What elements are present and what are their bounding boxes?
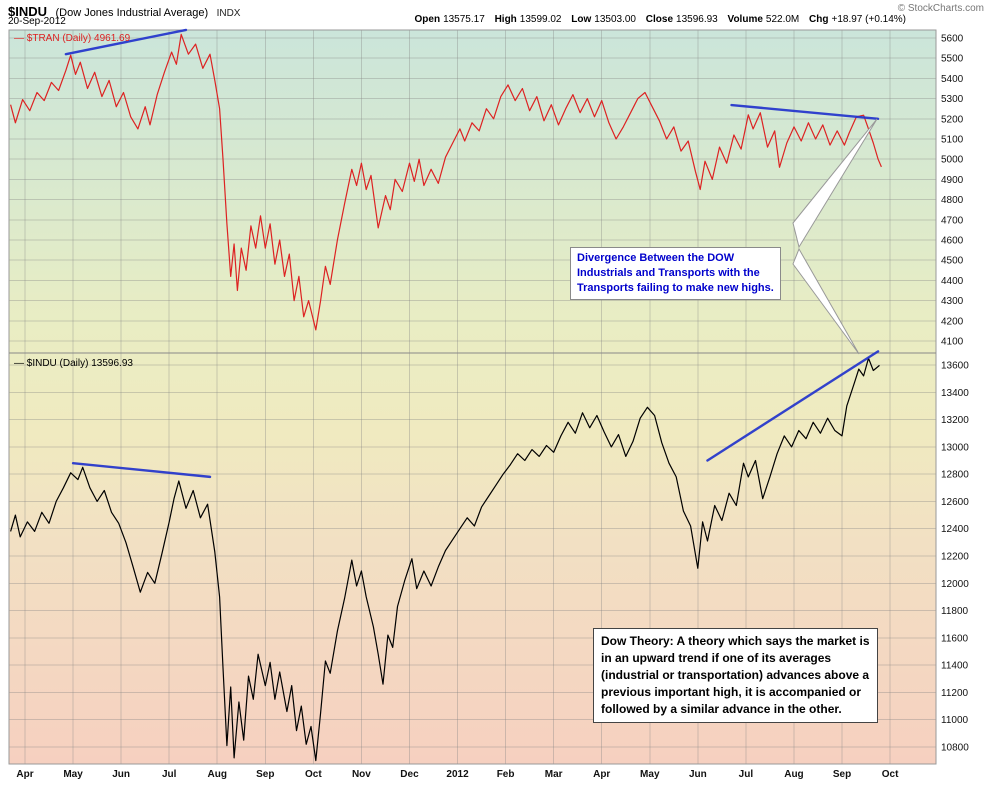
y-tick-label: 5200 (941, 114, 964, 125)
copyright: © StockCharts.com (897, 3, 984, 14)
trendline (64, 28, 188, 56)
note-line: in an upward trend if one of its average… (601, 651, 832, 665)
x-tick-label: 2012 (446, 769, 469, 780)
symbol-title: $INDU (Dow Jones Industrial Average) IND… (8, 3, 240, 21)
y-tick-label: 5000 (941, 155, 964, 166)
quote-label: Open (414, 14, 441, 25)
y-tick-label: 5100 (941, 135, 964, 146)
quote-label: Chg (809, 14, 829, 25)
x-tick-label: Sep (256, 769, 274, 780)
symbol-name: (Dow Jones Industrial Average) (55, 7, 209, 19)
y-tick-label: 12200 (941, 552, 969, 563)
y-tick-label: 12600 (941, 497, 969, 508)
x-tick-label: Nov (352, 769, 371, 780)
y-tick-label: 11800 (941, 606, 969, 617)
y-tick-label: 4500 (941, 256, 964, 267)
y-tick-label: 4400 (941, 276, 964, 287)
note-line: (industrial or transportation) advances … (601, 668, 870, 682)
x-tick-label: Jun (689, 769, 707, 780)
callout-tail (792, 118, 878, 249)
callout-line: Divergence Between the DOW (577, 252, 735, 264)
note-line: Dow Theory: A theory which says the mark… (601, 634, 870, 648)
x-tick-label: Apr (593, 769, 610, 780)
x-tick-label: Dec (400, 769, 419, 780)
tran-series-line (10, 33, 882, 331)
x-tick-label: Jul (162, 769, 177, 780)
x-tick-label: Mar (545, 769, 563, 780)
quote-label: Low (571, 14, 592, 25)
y-tick-label: 12800 (941, 470, 969, 481)
trendline (730, 103, 880, 121)
y-tick-label: 4900 (941, 175, 964, 186)
y-tick-label: 12400 (941, 524, 969, 535)
x-tick-label: Feb (497, 769, 515, 780)
y-tick-label: 11200 (941, 688, 969, 699)
trendline (706, 350, 880, 462)
y-tick-label: 4300 (941, 296, 964, 307)
y-tick-label: 5500 (941, 54, 964, 65)
quote-label: Volume (727, 14, 763, 25)
x-tick-label: May (640, 769, 660, 780)
y-tick-label: 13000 (941, 442, 969, 453)
y-tick-label: 5300 (941, 94, 964, 105)
x-tick-label: Apr (16, 769, 33, 780)
divergence-callout: Divergence Between the DOW Industrials a… (570, 247, 781, 300)
x-tick-label: Aug (784, 769, 803, 780)
x-tick-label: Jun (112, 769, 130, 780)
indu-legend-label: — $INDU (Daily) 13596.93 (14, 358, 133, 369)
y-tick-label: 4800 (941, 195, 964, 206)
dow-transports-chart: 4100 4200 4300 4400 4500 4600 4700 4800 4900 5000… (0, 28, 990, 788)
quote-value: 13575.17 (443, 14, 485, 25)
symbol-exchange: INDX (216, 8, 241, 19)
chart-header: $INDU (Dow Jones Industrial Average) IND… (0, 0, 990, 28)
y-tick-label: 12000 (941, 579, 969, 590)
x-tick-label: Aug (208, 769, 227, 780)
symbol: $INDU (8, 4, 48, 19)
y-tick-label: 5600 (941, 34, 964, 45)
y-tick-label: 13400 (941, 388, 969, 399)
callout-tail (792, 247, 860, 355)
callout-line: Transports failing to make new highs. (577, 282, 774, 294)
x-tick-label: Oct (305, 769, 322, 780)
callout-line: Industrials and Transports with the (577, 267, 760, 279)
quote-bar: Open 13575.17 High 13599.02 Low 13503.00 Cl… (408, 14, 907, 25)
quote-label: Close (645, 14, 674, 25)
plot-border (8, 29, 937, 765)
note-line: previous important high, it is accompani… (601, 685, 862, 699)
y-tick-label: 4100 (941, 337, 964, 348)
quote-value: +18.97 (+0.14%) (831, 14, 907, 25)
x-tick-label: Jul (739, 769, 754, 780)
chart-date: 20-Sep-2012 (8, 16, 66, 27)
y-tick-label: 5400 (941, 74, 964, 85)
y-tick-label: 11400 (941, 661, 969, 672)
indu-series-line (10, 357, 880, 762)
dow-theory-note: Dow Theory: A theory which says the mark… (593, 628, 878, 723)
y-tick-label: 11600 (941, 633, 969, 644)
y-tick-label: 10800 (941, 743, 969, 754)
quote-value: 13596.93 (676, 14, 718, 25)
quote-value: 13599.02 (519, 14, 562, 25)
y-tick-label: 13600 (941, 361, 969, 372)
y-tick-label: 4700 (941, 215, 964, 226)
trendline (71, 462, 212, 479)
y-tick-label: 4200 (941, 316, 964, 327)
note-line: followed by a similar advance in the oth… (601, 702, 842, 716)
x-tick-label: Oct (882, 769, 899, 780)
quote-value: 522.0M (765, 14, 800, 25)
y-tick-label: 13200 (941, 415, 969, 426)
y-tick-label: 4600 (941, 236, 964, 247)
tran-legend-label: — $TRAN (Daily) 4961.69 (14, 33, 131, 44)
x-tick-label: May (63, 769, 83, 780)
quote-value: 13503.00 (594, 14, 636, 25)
y-tick-label: 11000 (941, 715, 969, 726)
x-tick-label: Sep (833, 769, 851, 780)
quote-label: High (494, 14, 517, 25)
